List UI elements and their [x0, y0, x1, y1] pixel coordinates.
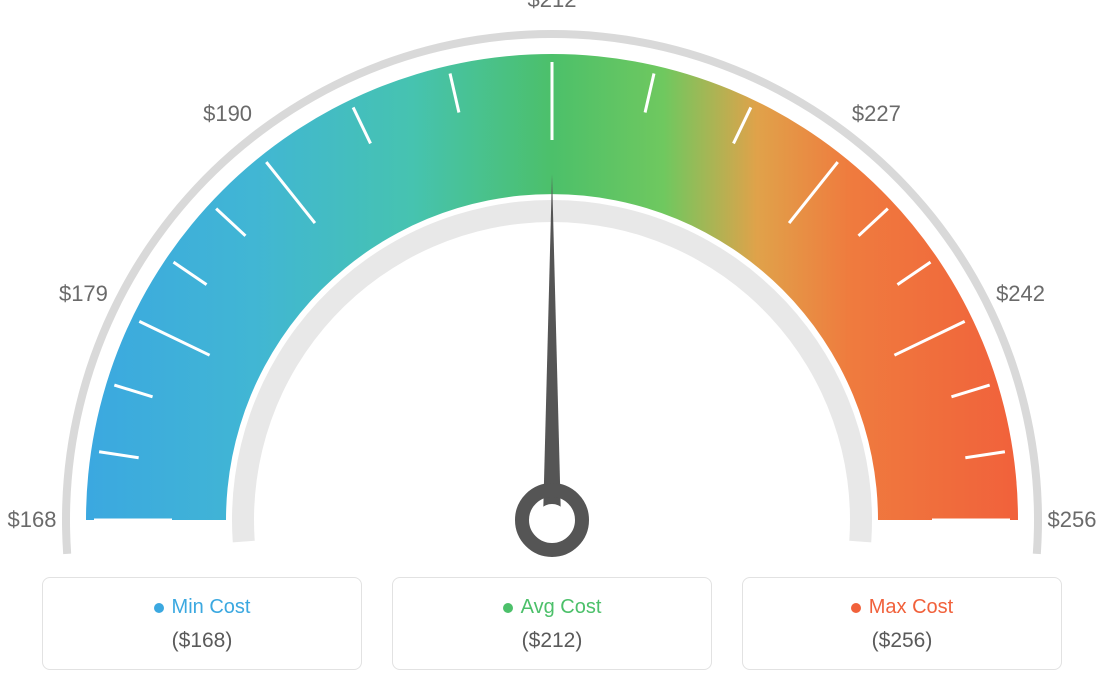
legend-avg-title-row: Avg Cost — [503, 596, 602, 619]
legend-min-title-row: Min Cost — [154, 596, 251, 619]
legend-max-title: Max Cost — [869, 596, 953, 619]
gauge-tick-label: $212 — [528, 0, 577, 13]
legend-max-value: ($256) — [753, 629, 1051, 653]
dot-icon — [503, 603, 513, 613]
gauge-tick-label: $227 — [852, 101, 901, 127]
gauge-tick-label: $179 — [59, 281, 108, 307]
gauge-tick-label: $168 — [8, 507, 57, 533]
gauge-tick-label: $190 — [203, 101, 252, 127]
legend-row: Min Cost ($168) Avg Cost ($212) Max Cost… — [0, 577, 1104, 670]
legend-min-value: ($168) — [53, 629, 351, 653]
legend-avg-value: ($212) — [403, 629, 701, 653]
legend-card-min: Min Cost ($168) — [42, 577, 362, 670]
dot-icon — [154, 603, 164, 613]
gauge-tick-label: $242 — [996, 281, 1045, 307]
gauge-chart: $168 $179 $190 $212 $227 $242 $256 — [0, 0, 1104, 560]
legend-min-title: Min Cost — [172, 596, 251, 619]
gauge-svg — [0, 0, 1104, 560]
legend-card-max: Max Cost ($256) — [742, 577, 1062, 670]
legend-avg-title: Avg Cost — [521, 596, 602, 619]
legend-card-avg: Avg Cost ($212) — [392, 577, 712, 670]
dot-icon — [851, 603, 861, 613]
legend-max-title-row: Max Cost — [851, 596, 953, 619]
gauge-tick-label: $256 — [1048, 507, 1097, 533]
